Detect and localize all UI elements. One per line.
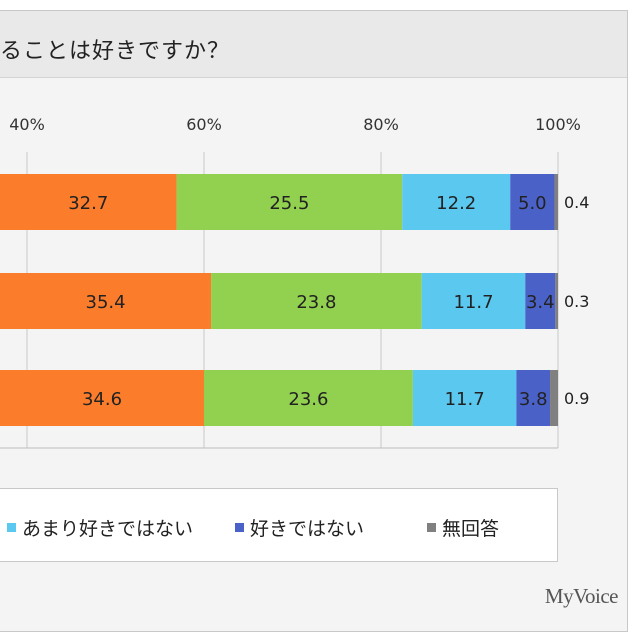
data-label-row2-series1: 35.4 xyxy=(86,292,126,313)
legend-item-somewhat-dislike: あまり好きではない xyxy=(7,514,193,541)
bar-segment-row3-series4 xyxy=(516,370,551,426)
data-label-row3-series2: 23.6 xyxy=(288,389,328,410)
bar-segment-row2-series5 xyxy=(555,273,558,329)
bar-segment-row2-series1 xyxy=(0,273,212,329)
data-label-row1-series3: 12.2 xyxy=(436,193,476,214)
data-label-row1-no-answer: 0.4 xyxy=(564,193,589,212)
brand-logo: MyVoice xyxy=(544,584,619,608)
data-label-row3-no-answer: 0.9 xyxy=(564,389,589,408)
x-tick-label-100: 100% xyxy=(535,115,581,134)
bar-segment-row2-series2 xyxy=(211,273,422,329)
legend-label: 好きではない xyxy=(250,518,365,540)
bar-segment-row3-series1 xyxy=(0,370,204,426)
bar-segment-row2-series3 xyxy=(421,273,526,329)
bar-segment-row3-series5 xyxy=(550,370,558,426)
legend-label: あまり好きではない xyxy=(22,518,194,540)
legend-item-no-answer: 無回答 xyxy=(427,514,499,541)
legend-item-dislike: 好きではない xyxy=(235,514,364,541)
data-label-row1-series4: 5.0 xyxy=(518,193,547,214)
data-label-row2-series4: 3.4 xyxy=(526,292,555,313)
data-label-row2-no-answer: 0.3 xyxy=(564,292,589,311)
legend-swatch-light-blue xyxy=(7,523,16,532)
data-label-row1-series2: 25.5 xyxy=(269,193,309,214)
bar-segment-row1-series3 xyxy=(402,174,511,230)
chart-title: ることは好きですか？ xyxy=(0,39,231,64)
x-tick-label-60: 60% xyxy=(186,115,222,134)
legend-swatch-gray xyxy=(427,523,436,532)
x-tick-label-40: 40% xyxy=(9,115,45,134)
bar-segment-row1-series2 xyxy=(176,174,403,230)
bar-segment-row1-series1 xyxy=(0,174,177,230)
legend-label: 無回答 xyxy=(442,518,500,540)
legend-swatch-blue xyxy=(235,523,244,532)
bar-segment-row1-series5 xyxy=(554,174,558,230)
data-label-row3-series4: 3.8 xyxy=(519,389,548,410)
bar-segment-row3-series3 xyxy=(412,370,517,426)
bar-segment-row2-series4 xyxy=(525,273,556,329)
data-label-row1-series1: 32.7 xyxy=(68,193,108,214)
data-label-row2-series2: 23.8 xyxy=(296,292,336,313)
data-label-row3-series3: 11.7 xyxy=(445,389,485,410)
title-band: ることは好きですか？ xyxy=(0,11,627,78)
data-label-row2-series3: 11.7 xyxy=(453,292,493,313)
bar-segment-row3-series2 xyxy=(204,370,413,426)
data-label-row3-series1: 34.6 xyxy=(82,389,122,410)
legend: あまり好きではない 好きではない 無回答 xyxy=(0,488,558,562)
x-tick-label-80: 80% xyxy=(363,115,399,134)
bar-segment-row1-series4 xyxy=(510,174,555,230)
